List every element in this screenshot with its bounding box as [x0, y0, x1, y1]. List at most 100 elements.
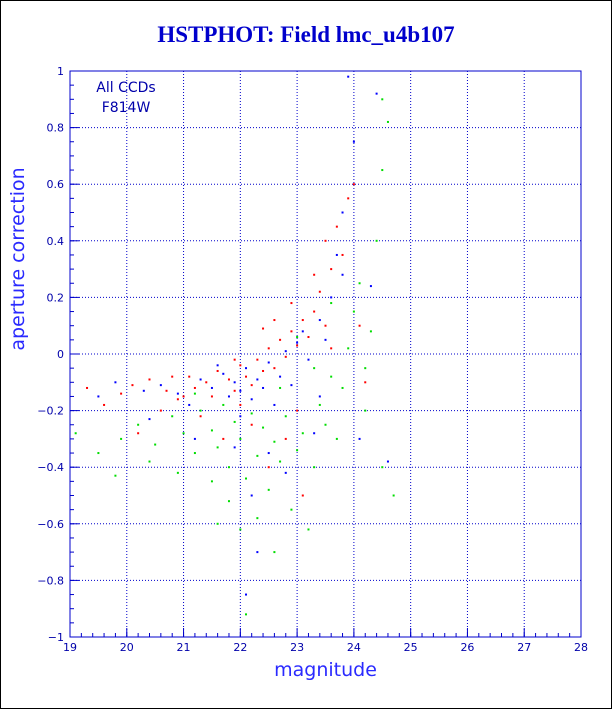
x-tick-labels: 19 20 21 22 23 24 25 26 27 28: [63, 641, 588, 654]
data-point: [245, 375, 248, 378]
data-point: [262, 327, 265, 330]
data-point: [216, 369, 219, 372]
data-point: [233, 381, 236, 384]
data-point: [176, 471, 179, 474]
data-point: [392, 494, 395, 497]
data-point: [301, 432, 304, 435]
data-point: [273, 440, 276, 443]
data-point: [245, 367, 248, 370]
data-point: [97, 395, 100, 398]
data-point: [250, 494, 253, 497]
data-point: [199, 378, 202, 381]
data-point: [267, 347, 270, 350]
data-point: [313, 367, 316, 370]
data-point: [279, 375, 282, 378]
data-point: [159, 409, 162, 412]
data-point: [290, 384, 293, 387]
data-point: [159, 384, 162, 387]
data-point: [250, 398, 253, 401]
data-point: [296, 344, 299, 347]
data-point: [233, 389, 236, 392]
data-point: [279, 338, 282, 341]
data-point: [273, 367, 276, 370]
data-point: [352, 310, 355, 313]
chart-title: HSTPHOT: Field lmc_u4b107: [157, 22, 455, 47]
data-point: [262, 386, 265, 389]
data-point: [222, 437, 225, 440]
data-point: [227, 378, 230, 381]
data-point: [324, 423, 327, 426]
data-point: [256, 378, 259, 381]
data-point: [205, 381, 208, 384]
data-point: [210, 386, 213, 389]
data-point: [245, 613, 248, 616]
data-point: [313, 432, 316, 435]
y-tick-label: −1: [48, 631, 64, 644]
data-point: [148, 418, 151, 421]
y-tick-label: 0.6: [47, 178, 65, 191]
data-point: [290, 302, 293, 305]
x-tick-label: 27: [517, 641, 531, 654]
data-point: [148, 460, 151, 463]
data-point: [193, 386, 196, 389]
data-point: [364, 381, 367, 384]
data-point: [165, 389, 168, 392]
grid-lines: [70, 71, 581, 637]
y-tick-labels: −1 −0.8 −0.6 −0.4 −0.2 0 0.2 0.4 0.6 0.8 1: [37, 65, 64, 644]
x-tick-label: 20: [120, 641, 134, 654]
data-point: [142, 389, 145, 392]
data-point: [114, 474, 117, 477]
data-point: [222, 372, 225, 375]
data-point: [318, 290, 321, 293]
data-point: [210, 429, 213, 432]
data-point: [296, 409, 299, 412]
data-point: [335, 253, 338, 256]
x-tick-label: 21: [177, 641, 191, 654]
data-point: [381, 98, 384, 101]
data-point: [114, 381, 117, 384]
data-point: [296, 341, 299, 344]
y-tick-label: 0: [57, 348, 64, 361]
data-point: [352, 183, 355, 186]
data-point: [352, 140, 355, 143]
y-tick-label: 1: [57, 65, 64, 78]
data-point: [86, 386, 89, 389]
data-point: [188, 403, 191, 406]
data-point: [182, 395, 185, 398]
data-point: [284, 415, 287, 418]
data-point: [222, 403, 225, 406]
x-tick-label: 28: [574, 641, 588, 654]
data-point: [369, 285, 372, 288]
data-point: [176, 392, 179, 395]
data-point: [239, 528, 242, 531]
data-point: [233, 358, 236, 361]
data-point: [262, 426, 265, 429]
data-point: [233, 420, 236, 423]
data-point: [176, 398, 179, 401]
data-point: [250, 384, 253, 387]
data-point: [120, 437, 123, 440]
data-point: [296, 449, 299, 452]
data-point: [210, 395, 213, 398]
x-tick-label: 26: [460, 641, 474, 654]
x-axis-label: magnitude: [274, 659, 377, 681]
data-point: [233, 446, 236, 449]
data-point: [301, 494, 304, 497]
x-tick-label: 24: [347, 641, 361, 654]
data-point: [313, 466, 316, 469]
data-point: [193, 452, 196, 455]
annotation-ccds: All CCDs: [96, 80, 155, 96]
y-tick-label: 0.8: [47, 122, 65, 135]
data-point: [330, 347, 333, 350]
data-point: [262, 369, 265, 372]
data-point: [216, 522, 219, 525]
data-point: [131, 384, 134, 387]
y-tick-label: −0.8: [37, 574, 64, 587]
data-point: [324, 239, 327, 242]
data-point: [279, 386, 282, 389]
y-tick-label: 0.2: [47, 291, 65, 304]
data-point: [193, 437, 196, 440]
data-point: [154, 443, 157, 446]
data-point: [358, 324, 361, 327]
